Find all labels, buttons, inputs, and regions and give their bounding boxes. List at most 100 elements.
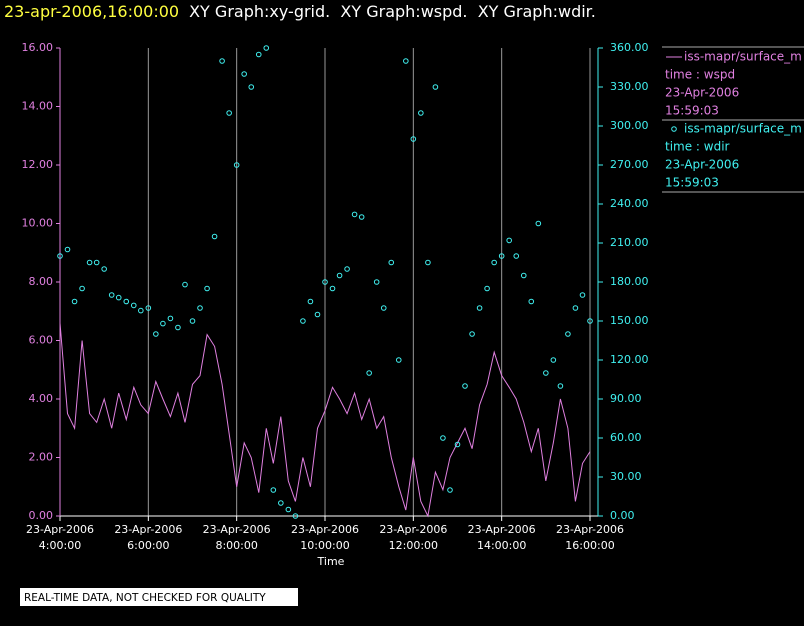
wdir-point <box>535 220 542 227</box>
wdir-point <box>447 487 453 493</box>
wdir-point <box>115 294 122 301</box>
y-tick-label: 12.00 <box>22 158 54 171</box>
y2-tick-label: 270.00 <box>610 158 649 171</box>
wdir-point <box>278 500 284 506</box>
wdir-point <box>182 281 188 288</box>
wdir-point <box>101 266 107 272</box>
legend-detail: 15:59:03 <box>665 104 719 118</box>
x-tick-label-line: 23-Apr-2006 <box>26 523 94 536</box>
wdir-point <box>130 302 137 309</box>
wdir-point <box>270 487 277 493</box>
wdir-point <box>380 305 387 311</box>
wdir-point <box>123 298 130 305</box>
wdir-point <box>543 370 549 376</box>
y2-tick-label: 0.00 <box>610 509 635 522</box>
wdir-point <box>79 285 85 292</box>
wdir-point <box>263 45 270 51</box>
y2-tick-label: 180.00 <box>610 275 649 288</box>
wdir-point <box>86 259 93 266</box>
wdir-point <box>358 214 365 220</box>
y2-tick-label: 60.00 <box>610 431 642 444</box>
wdir-point <box>432 84 439 90</box>
wdir-point <box>160 320 166 327</box>
x-tick-label: 23-Apr-2006 6:00:00 <box>114 523 182 552</box>
wdir-point <box>498 253 505 259</box>
title-text: XY Graph:xy-grid. XY Graph:wspd. XY Grap… <box>189 2 596 21</box>
legend-detail: 23-Apr-2006 <box>665 86 739 100</box>
x-tick-label: 23-Apr-2006 10:00:00 <box>291 523 359 552</box>
x-tick-label-line: 14:00:00 <box>477 539 526 552</box>
wdir-point <box>366 370 372 376</box>
x-tick-label: 23-Apr-2006 8:00:00 <box>203 523 271 552</box>
wdir-point <box>255 51 262 58</box>
wdir-point <box>153 331 159 337</box>
wdir-point <box>506 237 512 244</box>
wdir-point <box>476 305 483 311</box>
wdir-point <box>57 253 63 259</box>
wdir-point <box>513 253 520 259</box>
y-tick-label: 16.00 <box>22 41 54 54</box>
wdir-point <box>167 315 174 322</box>
x-tick-label-line: 23-Apr-2006 <box>379 523 447 536</box>
wdir-point <box>108 292 115 298</box>
chart-title: 23-apr-2006,16:00:00 XY Graph:xy-grid. XY… <box>4 2 596 21</box>
x-tick-label-line: 23-Apr-2006 <box>291 523 359 536</box>
x-tick-label-line: 23-Apr-2006 <box>203 523 271 536</box>
y2-tick-label: 360.00 <box>610 41 649 54</box>
wdir-point <box>373 279 380 285</box>
legend-detail: time : wspd <box>665 68 735 82</box>
wdir-point <box>322 279 328 285</box>
x-tick-label-line: 16:00:00 <box>565 539 614 552</box>
wdir-point <box>528 298 535 305</box>
y2-tick-label: 120.00 <box>610 353 649 366</box>
x-tick-label-line: 12:00:00 <box>389 539 438 552</box>
wdir-point <box>484 285 490 292</box>
legend-name: iss-mapr/surface_m <box>684 122 802 136</box>
y-tick-label: 0.00 <box>29 509 54 522</box>
title-time: 23-apr-2006,16:00:00 <box>4 2 179 21</box>
y-tick-label: 6.00 <box>29 334 54 347</box>
x-tick-label: 23-Apr-2006 16:00:00 <box>556 523 624 552</box>
wdir-point <box>403 58 409 64</box>
y2-tick-label: 300.00 <box>610 119 649 132</box>
x-tick-label-line: 23-Apr-2006 <box>114 523 182 536</box>
y-tick-label: 2.00 <box>29 451 54 464</box>
x-tick-label: 23-Apr-2006 4:00:00 <box>26 523 94 552</box>
wdir-point <box>329 285 336 292</box>
wdir-point <box>219 58 225 64</box>
x-tick-label-line: 10:00:00 <box>300 539 349 552</box>
x-tick-label-line: 6:00:00 <box>127 539 169 552</box>
wdir-point <box>491 259 497 266</box>
y2-tick-label: 330.00 <box>610 80 649 93</box>
wdir-point <box>189 318 196 324</box>
y-tick-label: 8.00 <box>29 275 54 288</box>
wdir-point <box>248 84 255 90</box>
wdir-point <box>307 298 314 305</box>
wdir-point <box>565 331 571 337</box>
x-tick-label: 23-Apr-2006 12:00:00 <box>379 523 447 552</box>
y-tick-label: 4.00 <box>29 392 54 405</box>
wdir-point <box>93 259 100 266</box>
wdir-point <box>557 383 564 389</box>
y2-tick-label: 210.00 <box>610 236 649 249</box>
y-tick-label: 10.00 <box>22 217 54 230</box>
y-tick-label: 14.00 <box>22 100 54 113</box>
legend-detail: 23-Apr-2006 <box>665 158 739 172</box>
wdir-point <box>71 298 78 305</box>
wdir-point <box>138 307 144 314</box>
wdir-point <box>351 211 358 218</box>
footer-box <box>20 588 298 606</box>
y2-tick-label: 90.00 <box>610 392 642 405</box>
wdir-point <box>336 272 343 279</box>
wdir-point <box>418 110 424 116</box>
wdir-point <box>211 233 218 240</box>
wdir-point <box>226 110 232 116</box>
x-tick-label-line: 23-Apr-2006 <box>556 523 624 536</box>
wdir-point <box>550 357 557 363</box>
x-tick-label-line: 4:00:00 <box>39 539 81 552</box>
wdir-point <box>440 435 446 441</box>
wdir-point <box>241 71 247 77</box>
wspd-line <box>60 322 591 518</box>
